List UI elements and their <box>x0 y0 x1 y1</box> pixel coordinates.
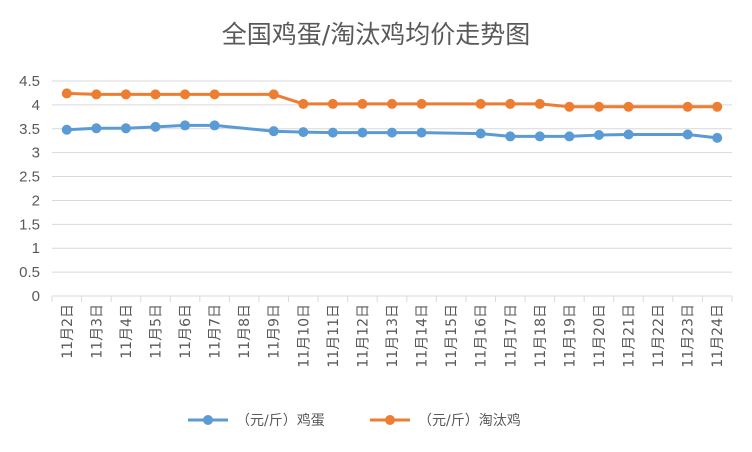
data-point <box>505 131 516 142</box>
data-point <box>120 123 131 134</box>
x-tick-label: 11月8日 <box>237 304 253 359</box>
data-point <box>564 131 575 142</box>
data-point <box>180 89 191 100</box>
x-tick-label: 11月23日 <box>681 304 697 368</box>
data-point <box>209 120 220 131</box>
data-point <box>534 131 545 142</box>
data-point <box>298 98 309 109</box>
data-point <box>712 132 723 143</box>
data-point <box>682 129 693 140</box>
x-tick-label: 11月18日 <box>533 304 549 368</box>
data-point <box>91 123 102 134</box>
data-point <box>505 98 516 109</box>
x-tick-label: 11月4日 <box>119 304 135 359</box>
y-tick-label: 3.5 <box>19 121 40 138</box>
legend: （元/斤）鸡蛋 （元/斤）淘汰鸡 <box>188 412 521 429</box>
data-point <box>623 129 634 140</box>
data-point <box>268 126 279 137</box>
x-tick-label: 11月7日 <box>208 304 224 359</box>
data-point <box>327 98 338 109</box>
x-tick-label: 11月5日 <box>148 304 164 359</box>
y-tick-label: 2 <box>32 192 40 209</box>
legend-swatch-marker <box>203 415 213 425</box>
legend-swatch-marker <box>385 415 395 425</box>
y-tick-label: 0.5 <box>19 264 40 281</box>
data-point <box>298 127 309 138</box>
data-point <box>475 128 486 139</box>
data-point <box>387 98 397 109</box>
x-tick-label: 11月21日 <box>622 304 638 368</box>
x-tick-label: 11月12日 <box>355 304 371 368</box>
data-point <box>61 124 72 135</box>
legend-label: （元/斤）鸡蛋 <box>236 412 325 429</box>
data-point <box>180 120 191 131</box>
y-tick-label: 3 <box>32 145 40 162</box>
data-point <box>120 89 131 100</box>
chart-title: 全国鸡蛋/淘汰鸡均价走势图 <box>222 20 530 49</box>
x-tick-label: 11月9日 <box>267 304 283 359</box>
data-point <box>475 98 486 109</box>
x-tick-label: 11月15日 <box>444 304 460 368</box>
x-tick-label: 11月10日 <box>296 304 312 368</box>
series-lines <box>61 88 723 143</box>
x-tick-label: 11月6日 <box>178 304 194 359</box>
data-point <box>327 127 338 138</box>
data-point <box>416 98 427 109</box>
y-tick-label: 4 <box>32 97 40 114</box>
x-tick-label: 11月17日 <box>503 304 519 368</box>
y-tick-label: 1.5 <box>19 216 40 233</box>
data-point <box>150 121 161 132</box>
data-point <box>682 101 693 112</box>
y-tick-label: 1 <box>32 240 40 257</box>
x-tick-label: 11月14日 <box>415 304 431 368</box>
x-tick-label: 11月19日 <box>562 304 578 368</box>
x-tick-label: 11月22日 <box>651 304 667 368</box>
data-point <box>268 89 279 100</box>
data-point <box>534 98 545 109</box>
data-point <box>387 127 397 138</box>
y-tick-label: 0 <box>32 288 40 305</box>
data-point <box>357 127 368 138</box>
x-tick-label: 11月16日 <box>474 304 490 368</box>
axes: 0 0.5 1 1.5 2 2.5 3 3.5 4 4.5 11月2日 11月3日 11月4日 11月5日… <box>19 73 733 368</box>
data-point <box>150 89 161 100</box>
data-point <box>61 88 72 99</box>
gridlines <box>52 80 732 297</box>
legend-label: （元/斤）淘汰鸡 <box>418 412 521 429</box>
data-point <box>593 129 604 140</box>
data-point <box>712 101 723 112</box>
data-point <box>357 98 368 109</box>
data-point <box>416 127 427 138</box>
data-point <box>209 89 220 100</box>
data-point <box>564 101 575 112</box>
data-point <box>91 89 102 100</box>
y-tick-label: 4.5 <box>19 73 40 90</box>
x-tick-label: 11月13日 <box>385 304 401 368</box>
data-point <box>623 101 634 112</box>
x-tick-label: 11月11日 <box>326 304 342 368</box>
x-tick-label: 11月3日 <box>89 304 105 359</box>
x-tick-label: 11月2日 <box>60 304 76 359</box>
y-tick-label: 2.5 <box>19 169 40 186</box>
data-point <box>593 101 604 112</box>
x-tick-label: 11月20日 <box>592 304 608 368</box>
x-tick-label: 11月24日 <box>710 304 726 368</box>
